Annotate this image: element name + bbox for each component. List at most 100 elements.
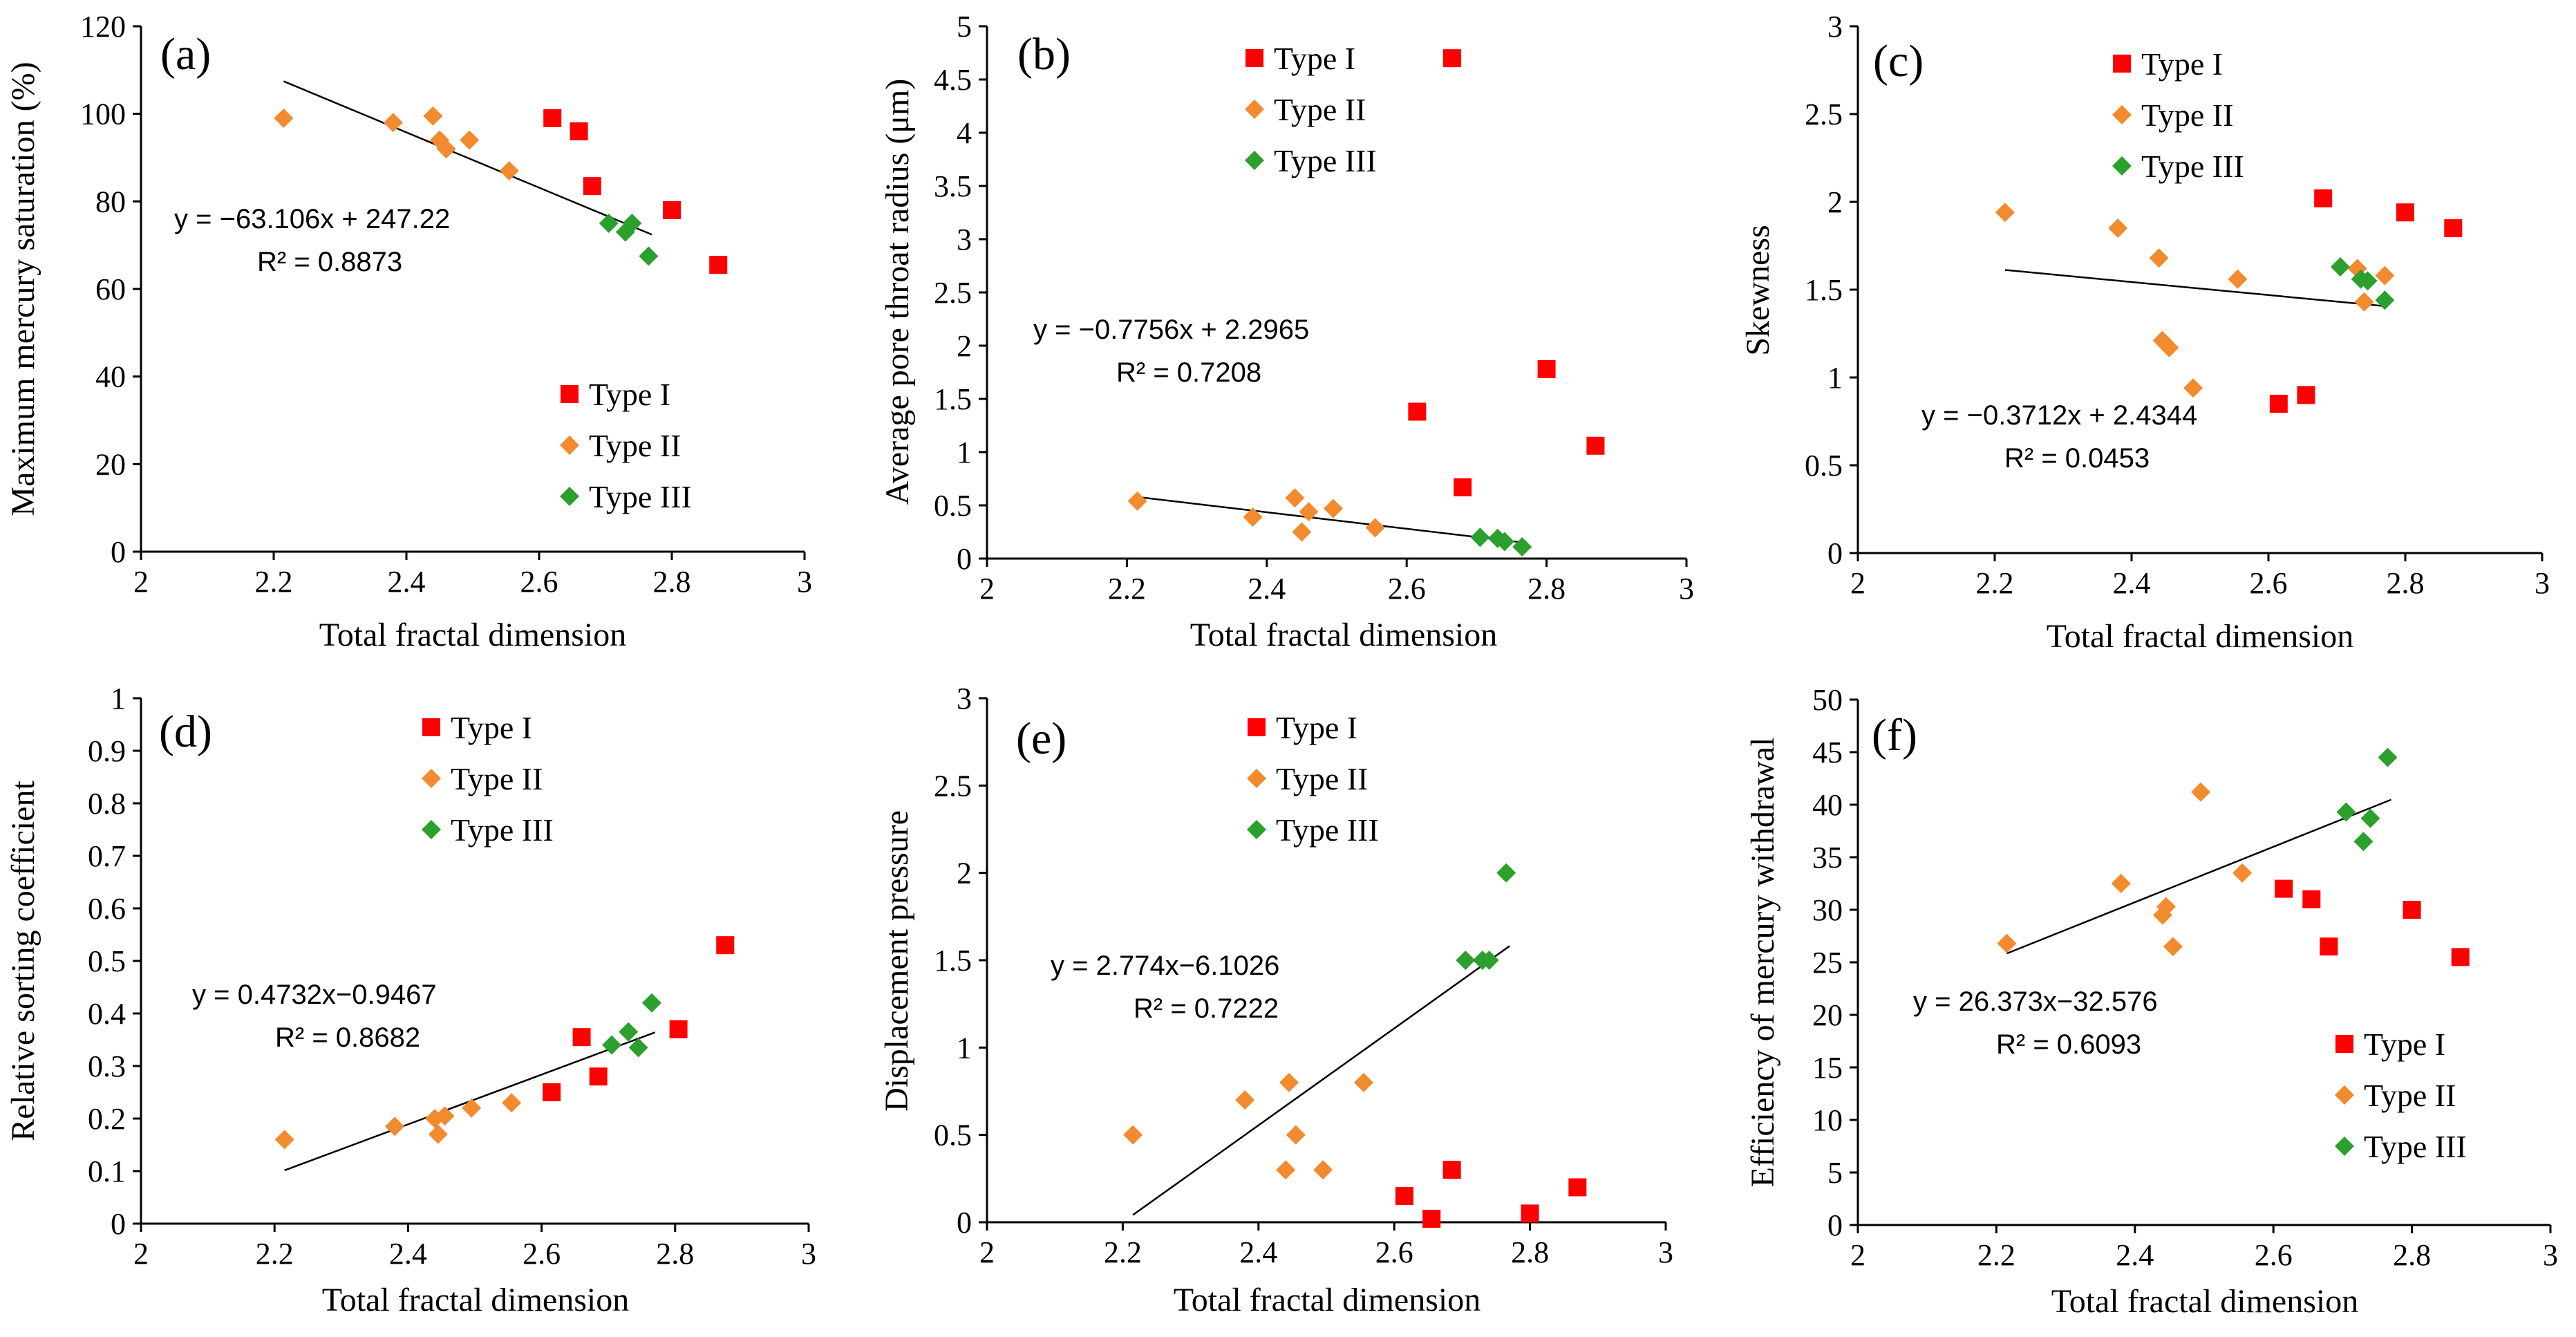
trendline <box>2006 798 2392 955</box>
y-tick-label: 2.5 <box>934 276 972 310</box>
point-type-ii <box>1995 203 2015 223</box>
legend-label-type-ii: Type II <box>589 428 681 463</box>
x-axis-title: Total fractal dimension <box>1174 1282 1481 1318</box>
r-squared: R² = 0.7222 <box>1134 993 1279 1024</box>
panel-label: (e) <box>1016 713 1066 764</box>
y-tick-label: 1 <box>111 682 126 716</box>
x-tick-label: 2.4 <box>1248 572 1286 606</box>
x-tick-label: 3 <box>1679 572 1694 606</box>
y-tick-label: 0.5 <box>1805 449 1843 483</box>
y-tick-label: 45 <box>1812 736 1843 769</box>
legend-marker-type-i <box>2335 1035 2353 1053</box>
point-type-ii <box>2156 897 2176 917</box>
point-type-iii <box>628 1038 648 1058</box>
y-tick-label: 5 <box>957 10 972 44</box>
x-axis-title: Total fractal dimension <box>319 617 627 653</box>
x-tick-label: 2.8 <box>2393 1238 2431 1272</box>
x-tick-label: 2.6 <box>1388 572 1426 606</box>
x-tick-label: 3 <box>2535 566 2550 600</box>
point-type-ii <box>274 1130 294 1150</box>
y-tick-label: 0 <box>1827 536 1843 570</box>
point-type-ii <box>2228 269 2248 289</box>
point-type-ii <box>1323 498 1343 518</box>
y-tick-label: 3.5 <box>934 169 972 203</box>
point-type-ii <box>1292 522 1312 542</box>
point-type-i <box>1422 1209 1441 1228</box>
point-type-ii <box>2163 937 2183 957</box>
point-type-ii <box>1276 1160 1296 1180</box>
chart-a: 2 2.2 2.4 2.6 2.8 3 0 20 40 60 80 100 120 Total fract… <box>5 10 812 653</box>
point-type-ii <box>2354 292 2374 312</box>
y-tick-label: 0.5 <box>934 489 972 523</box>
x-tick-label: 2 <box>1850 1238 1865 1272</box>
point-type-ii <box>428 1124 448 1144</box>
point-type-ii <box>1354 1072 1374 1092</box>
point-type-i <box>2444 219 2463 238</box>
legend-marker-type-iii <box>2335 1137 2354 1156</box>
legend-label-type-i: Type I <box>1276 710 1357 745</box>
y-axis-title: Maximum mercury saturation (%) <box>5 62 41 516</box>
point-type-ii <box>2375 265 2395 286</box>
trend-equation: y = 26.373x−32.576 <box>1913 987 2158 1017</box>
y-tick-label: 1.5 <box>1805 273 1843 307</box>
chart-c: 2 2.2 2.4 2.6 2.8 3 0 0.5 1 1.5 2 2.5 3 Total fractal… <box>1740 10 2550 655</box>
y-tick-label: 0.5 <box>934 1119 972 1152</box>
y-tick-label: 80 <box>95 185 126 218</box>
legend-marker-type-iii <box>1245 151 1264 170</box>
point-type-i <box>1395 1187 1413 1206</box>
chart-d: 2 2.2 2.4 2.6 2.8 3 0 0.1 0.2 0.3 0.4 0.5 0.6 0.7 0.8 0… <box>5 682 816 1318</box>
point-type-i <box>570 122 588 140</box>
y-tick-label: 1.5 <box>934 382 972 416</box>
trend-equation: y = −0.7756x + 2.2965 <box>1033 315 1309 345</box>
point-type-i <box>716 936 735 955</box>
legend-marker-type-ii <box>2335 1085 2354 1105</box>
point-type-i <box>2396 203 2414 222</box>
x-axis-title: Total fractal dimension <box>2047 618 2354 655</box>
legend-marker-type-ii <box>422 769 441 788</box>
legend-label-type-iii: Type III <box>1274 143 1377 178</box>
y-tick-label: 0 <box>111 535 126 569</box>
y-tick-label: 15 <box>1812 1051 1843 1085</box>
point-type-iii <box>2375 290 2395 310</box>
x-tick-label: 2.8 <box>656 1237 694 1271</box>
y-tick-label: 40 <box>1812 788 1843 822</box>
point-type-i <box>1521 1204 1539 1223</box>
y-tick-label: 20 <box>1812 998 1843 1032</box>
legend-marker-type-i <box>2113 55 2131 73</box>
panel-label: (a) <box>160 29 211 80</box>
r-squared: R² = 0.7208 <box>1116 357 1261 388</box>
r-squared: R² = 0.0453 <box>2004 443 2150 474</box>
point-type-ii <box>1365 518 1385 538</box>
point-type-ii <box>383 113 403 133</box>
point-type-i <box>2314 189 2333 207</box>
point-type-ii <box>2190 782 2210 802</box>
point-type-ii <box>1127 491 1147 511</box>
point-type-ii <box>499 161 519 180</box>
x-tick-label: 2.6 <box>523 1237 561 1271</box>
legend-marker-type-i <box>422 718 440 736</box>
panel-label: (f) <box>1872 710 1917 760</box>
point-type-iii <box>599 214 619 233</box>
point-type-ii <box>1279 1072 1299 1092</box>
legend-label-type-i: Type I <box>1274 41 1355 76</box>
x-tick-label: 2.8 <box>1527 572 1566 606</box>
legend-marker-type-ii <box>1245 100 1264 119</box>
y-tick-label: 3 <box>957 682 972 716</box>
point-type-iii <box>2378 747 2398 767</box>
point-type-i <box>589 1067 608 1086</box>
point-type-iii <box>2353 832 2373 852</box>
legend-label-type-ii: Type II <box>451 761 543 796</box>
point-type-ii <box>502 1093 522 1113</box>
y-tick-label: 100 <box>80 97 126 131</box>
x-tick-label: 2.2 <box>1977 1238 2015 1272</box>
x-tick-label: 2.6 <box>2250 566 2288 600</box>
point-type-i <box>669 1020 688 1038</box>
x-tick-label: 2.4 <box>388 565 426 599</box>
point-type-i <box>2403 901 2421 919</box>
y-tick-label: 0.1 <box>88 1154 126 1188</box>
panel-label: (d) <box>159 707 212 757</box>
r-squared: R² = 0.8873 <box>257 247 402 277</box>
point-type-i <box>2297 386 2315 404</box>
legend-label-type-iii: Type III <box>2364 1129 2467 1164</box>
point-type-iii <box>1456 951 1476 970</box>
